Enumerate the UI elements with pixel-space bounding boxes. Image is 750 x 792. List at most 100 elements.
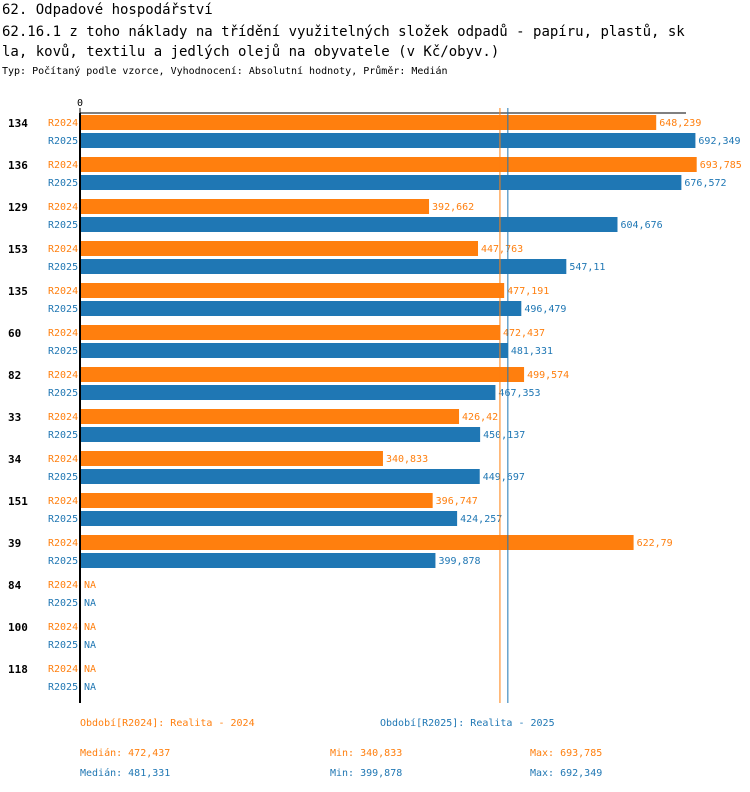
bar xyxy=(80,409,460,424)
stat-median-r2025: Medián: 481,331 xyxy=(80,768,171,779)
data-label: 499,574 xyxy=(527,370,569,381)
data-label: 392,662 xyxy=(432,202,474,213)
bar xyxy=(80,553,436,568)
bar xyxy=(80,385,496,400)
series-label: R2024 xyxy=(48,202,78,213)
bar xyxy=(80,217,618,232)
category-label: 82 xyxy=(8,369,21,382)
bar xyxy=(80,241,479,256)
data-label: 496,479 xyxy=(524,304,566,315)
series-label: R2025 xyxy=(48,430,78,441)
category-label: 33 xyxy=(8,411,21,424)
bar xyxy=(80,175,682,190)
series-label: R2025 xyxy=(48,136,78,147)
data-label: 547,11 xyxy=(569,262,605,273)
bar xyxy=(80,343,508,358)
data-label: 424,257 xyxy=(460,514,502,525)
data-label: NA xyxy=(84,622,96,633)
x-tick-label: 0 xyxy=(77,98,83,109)
chart-subtitle: Typ: Počítaný podle vzorce, Vyhodnocení:… xyxy=(2,66,448,77)
bar xyxy=(80,451,383,466)
series-label: R2025 xyxy=(48,514,78,525)
series-label: R2024 xyxy=(48,538,78,549)
category-label: 39 xyxy=(8,537,21,550)
category-label: 151 xyxy=(8,495,28,508)
bar xyxy=(80,511,458,526)
chart-section-title: 62. Odpadové hospodářství xyxy=(2,2,213,18)
data-label: 472,437 xyxy=(503,328,545,339)
category-label: 100 xyxy=(8,621,28,634)
series-label: R2025 xyxy=(48,472,78,483)
data-label: 447,763 xyxy=(481,244,523,255)
bar xyxy=(80,469,480,484)
category-label: 129 xyxy=(8,201,28,214)
stat-min-r2024: Min: 340,833 xyxy=(330,748,403,759)
data-label: NA xyxy=(84,598,96,609)
series-label: R2024 xyxy=(48,286,78,297)
category-label: 153 xyxy=(8,243,28,256)
bar xyxy=(80,199,430,214)
series-label: R2024 xyxy=(48,370,78,381)
bar xyxy=(80,133,696,148)
stat-max-r2024: Max: 693,785 xyxy=(530,748,603,759)
data-label: 450,137 xyxy=(483,430,525,441)
data-label: 604,676 xyxy=(620,220,662,231)
category-label: 84 xyxy=(8,579,22,592)
series-label: R2024 xyxy=(48,496,78,507)
series-label: R2024 xyxy=(48,244,78,255)
legend-r2025: Období[R2025]: Realita - 2025 xyxy=(380,718,555,729)
bar xyxy=(80,427,481,442)
chart-title-line2: la, kovů, textilu a jedlých olejů na oby… xyxy=(2,44,500,60)
category-label: 60 xyxy=(8,327,21,340)
category-label: 135 xyxy=(8,285,28,298)
data-label: NA xyxy=(84,640,96,651)
data-label: 449,697 xyxy=(483,472,525,483)
bar xyxy=(80,535,634,550)
series-label: R2025 xyxy=(48,304,78,315)
stat-max-r2025: Max: 692,349 xyxy=(530,768,603,779)
bar xyxy=(80,367,525,382)
data-label: NA xyxy=(84,664,96,675)
data-label: 396,747 xyxy=(436,496,478,507)
series-label: R2024 xyxy=(48,454,78,465)
data-label: 622,79 xyxy=(637,538,673,549)
data-label: 426,42 xyxy=(462,412,498,423)
bar xyxy=(80,283,505,298)
series-label: R2024 xyxy=(48,118,78,129)
series-label: R2025 xyxy=(48,682,78,693)
data-label: 648,239 xyxy=(659,118,701,129)
series-label: R2025 xyxy=(48,556,78,567)
category-label: 134 xyxy=(8,117,28,130)
series-label: R2024 xyxy=(48,160,78,171)
series-label: R2024 xyxy=(48,580,78,591)
data-label: 467,353 xyxy=(498,388,540,399)
stat-median-r2024: Medián: 472,437 xyxy=(80,748,171,759)
data-label: 477,191 xyxy=(507,286,549,297)
data-label: NA xyxy=(84,682,96,693)
data-label: NA xyxy=(84,580,96,591)
series-label: R2025 xyxy=(48,178,78,189)
series-label: R2025 xyxy=(48,598,78,609)
series-label: R2025 xyxy=(48,346,78,357)
series-label: R2024 xyxy=(48,622,78,633)
series-label: R2025 xyxy=(48,388,78,399)
series-label: R2024 xyxy=(48,412,78,423)
stat-min-r2025: Min: 399,878 xyxy=(330,768,403,779)
bar xyxy=(80,301,522,316)
data-label: 676,572 xyxy=(684,178,726,189)
series-label: R2024 xyxy=(48,328,78,339)
bar xyxy=(80,493,433,508)
series-label: R2025 xyxy=(48,640,78,651)
category-label: 118 xyxy=(8,663,28,676)
series-label: R2025 xyxy=(48,220,78,231)
series-label: R2025 xyxy=(48,262,78,273)
data-label: 481,331 xyxy=(511,346,553,357)
data-label: 399,878 xyxy=(438,556,480,567)
data-label: 693,785 xyxy=(700,160,742,171)
data-label: 340,833 xyxy=(386,454,428,465)
category-label: 34 xyxy=(8,453,22,466)
series-label: R2024 xyxy=(48,664,78,675)
data-label: 692,349 xyxy=(698,136,740,147)
bar xyxy=(80,259,567,274)
